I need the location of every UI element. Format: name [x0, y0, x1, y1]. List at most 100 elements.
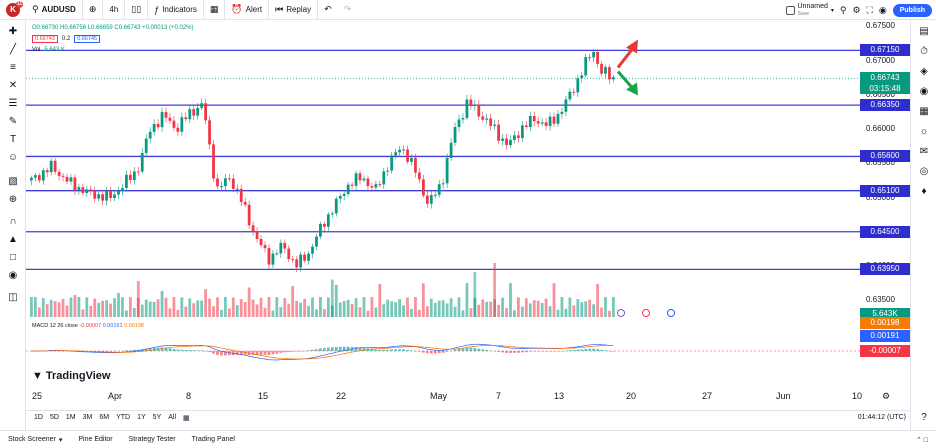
range-button-ytd[interactable]: YTD [116, 414, 131, 421]
undo-button[interactable]: ↶ [318, 0, 338, 20]
watchlist-icon[interactable]: ▤ [919, 26, 929, 37]
bottom-tab-2[interactable]: Strategy Tester [121, 436, 184, 443]
macd-histogram-108 [457, 348, 461, 351]
range-button-5d[interactable]: 5D [49, 414, 59, 421]
candle-body-96 [410, 157, 413, 162]
trash-icon[interactable]: ◫ [8, 292, 18, 303]
range-button-6m[interactable]: 6M [99, 414, 110, 421]
replay-button[interactable]: ⏮ Replay [269, 0, 319, 20]
user-avatar[interactable]: K 11 [6, 0, 23, 17]
time-axis[interactable]: 25 Apr 8 15 22 May 7 13 20 27 Jun 10 ⚙ [26, 390, 910, 404]
level-price-tag[interactable]: 0.63950 [860, 263, 910, 276]
macd-histogram-123 [517, 351, 520, 353]
ohlc-row: O0.66730 H0.66756 L0.66659 C0.66743 +0.0… [32, 22, 193, 33]
range-button-all[interactable]: All [168, 414, 177, 421]
crosshair-icon[interactable]: ✚ [8, 26, 18, 37]
bottom-tab-1[interactable]: Pine Editor [70, 436, 120, 443]
templates-button[interactable]: ▦ [204, 0, 226, 20]
volume-bar-143 [596, 283, 599, 317]
notifications-icon[interactable]: ♦ [921, 186, 927, 197]
candle-body-147 [612, 77, 615, 80]
indicators-button[interactable]: ƒ Indicators [148, 0, 204, 20]
candle-body-138 [576, 78, 580, 93]
current-price-tag[interactable]: 0.66743 03:15:48 [860, 72, 910, 95]
range-button-3m[interactable]: 3M [82, 414, 93, 421]
alert-button[interactable]: ⏰ Alert [225, 0, 270, 20]
compare-button[interactable]: ⊕ [83, 0, 104, 20]
level-price-tag[interactable]: 0.65600 [860, 150, 910, 163]
utc-clock[interactable]: 01:44:12 (UTC) [857, 414, 906, 421]
range-button-1y[interactable]: 1Y [137, 414, 146, 421]
publish-button[interactable]: Publish [892, 3, 932, 17]
trend-line-icon[interactable]: ╱ [9, 44, 17, 55]
settings-icon[interactable]: ⚙ [852, 4, 861, 15]
lock-drawings-icon[interactable]: ▲ [8, 234, 18, 245]
volume-bar-135 [564, 308, 568, 317]
horizontal-lines-icon[interactable]: ≡ [10, 62, 16, 73]
axis-settings-icon[interactable]: ⚙ [882, 391, 891, 401]
symbol-search[interactable]: ⚲ AUDUSD [26, 0, 83, 20]
macd-histogram-101 [429, 351, 433, 354]
candle-body-112 [473, 104, 477, 106]
volume-spike-0 [473, 272, 477, 317]
help-icon[interactable]: ? [921, 412, 927, 423]
volume-bar-17 [97, 302, 101, 317]
price-chart[interactable] [26, 20, 860, 390]
magnet-icon[interactable]: ∩ [9, 216, 17, 227]
range-button-1m[interactable]: 1M [65, 414, 76, 421]
layers-icon[interactable]: ◈ [920, 66, 928, 77]
bottom-tab-label: Strategy Tester [128, 436, 176, 443]
fib-retracement-icon[interactable]: ☰ [8, 98, 18, 109]
candle-body-98 [418, 172, 421, 180]
calendar-icon[interactable]: ▦ [919, 106, 929, 117]
range-button-5y[interactable]: 5Y [152, 414, 162, 421]
bottom-tab-3[interactable]: Trading Panel [184, 436, 243, 443]
camera-icon[interactable]: ◉ [878, 4, 887, 15]
goto-date-icon[interactable]: ▦ [183, 414, 190, 422]
ideas-icon[interactable]: ☼ [919, 126, 929, 137]
price-tick-label: 0.67000 [866, 55, 895, 65]
interval-button[interactable]: 4h [103, 0, 126, 20]
candle-body-91 [390, 155, 394, 171]
chart-type-button[interactable]: ▯▯ [125, 0, 149, 20]
level-price-tag[interactable]: 0.65100 [860, 184, 910, 197]
range-button-1d[interactable]: 1D [34, 414, 43, 421]
chat-icon[interactable]: ✉ [919, 146, 929, 157]
hotlists-icon[interactable]: ◉ [919, 86, 929, 97]
fullscreen-icon[interactable]: ⛶ [866, 4, 873, 15]
redo-button[interactable]: ↷ [338, 0, 358, 20]
price-axis[interactable]: 0.67500 0.67000 0.66500 0.66000 0.65500 0.650… [860, 20, 910, 390]
streams-icon[interactable]: ◎ [919, 166, 929, 177]
level-price-tag[interactable]: 0.66350 [860, 99, 910, 112]
level-price-tag[interactable]: 0.64500 [860, 225, 910, 238]
pitchfork-icon[interactable]: ✕ [8, 80, 18, 91]
bottom-tab-0[interactable]: Stock Screener ▾ [0, 436, 70, 444]
tradingview-logo[interactable]: ▼ TradingView [32, 370, 110, 382]
lock-icon[interactable]: □ [9, 252, 17, 263]
candle-body-93 [398, 149, 402, 153]
layout-menu[interactable]: Unnamed Save ▾ [785, 3, 834, 18]
macd-histogram-137 [572, 350, 576, 351]
candle-body-12 [77, 187, 81, 191]
ask-chip[interactable]: 0.66745 [74, 34, 101, 43]
zoom-in-icon[interactable]: ⊕ [8, 194, 18, 205]
volume-bar-26 [132, 307, 136, 317]
macd-histogram-38 [180, 349, 184, 351]
candle-body-94 [402, 149, 405, 151]
alerts-clock-icon[interactable]: ⏱ [920, 46, 928, 57]
volume-bar-35 [168, 308, 172, 317]
macd-histogram-34 [164, 347, 168, 351]
bid-chip[interactable]: 0.66743 [32, 34, 58, 43]
emoji-icon[interactable]: ☺ [7, 152, 19, 163]
ruler-icon[interactable]: ▧ [8, 176, 18, 187]
level-price-tag[interactable]: 0.67150 [860, 44, 910, 57]
brush-icon[interactable]: ✎ [8, 116, 18, 127]
volume-bar-142 [592, 304, 596, 317]
eye-icon[interactable]: ◉ [8, 270, 18, 281]
text-icon[interactable]: T [9, 134, 17, 145]
candle-body-6 [53, 160, 57, 172]
panel-collapse-icon[interactable]: ⌃ □ [915, 436, 928, 444]
volume-bar-126 [528, 303, 532, 317]
candle-body-82 [354, 173, 358, 186]
quick-search-icon[interactable]: ⚲ [839, 4, 847, 15]
